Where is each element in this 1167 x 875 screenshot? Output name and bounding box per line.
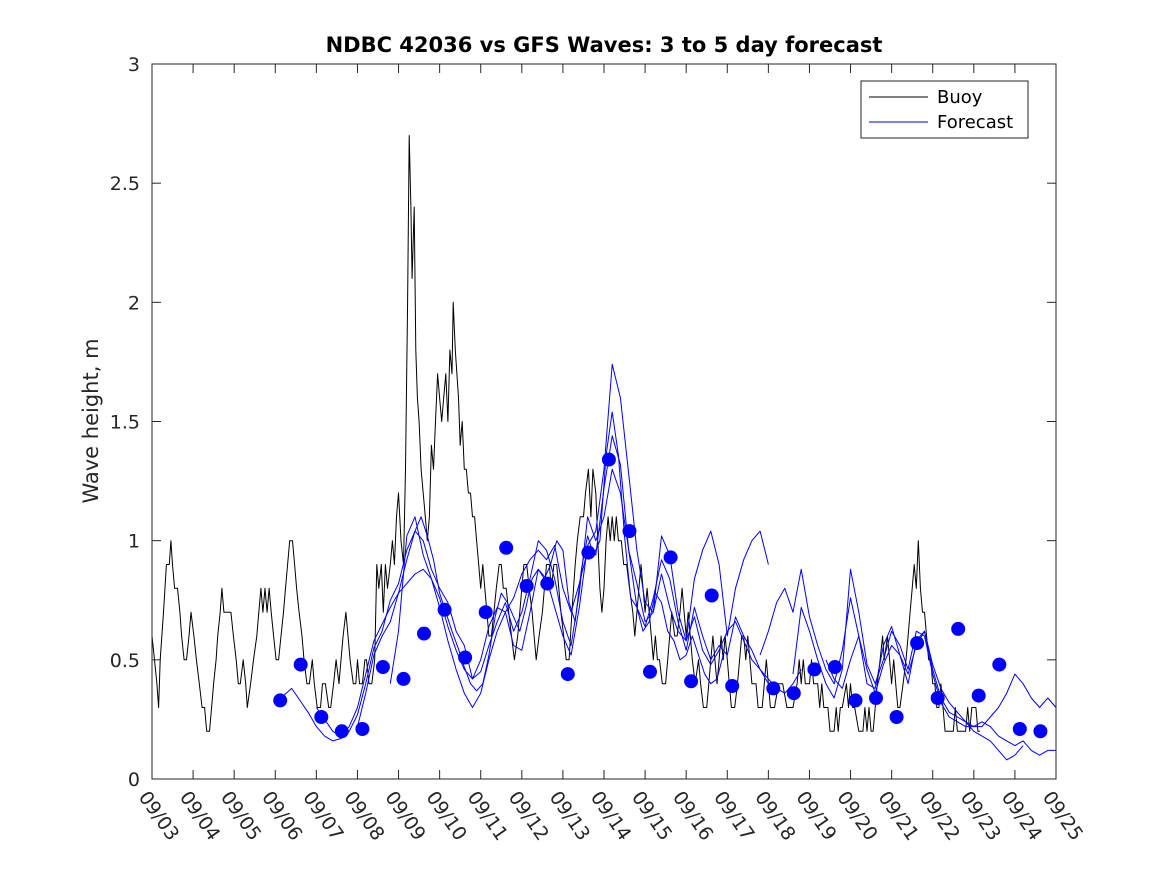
y-tick-label-2: 1 [128, 531, 140, 553]
forecast-marker-26 [827, 660, 842, 674]
forecast-marker-8 [437, 602, 452, 617]
forecast-marker-15 [581, 545, 596, 560]
forecast-marker-36 [1033, 724, 1048, 739]
y-tick-label-1: 0.5 [110, 650, 140, 672]
y-axis-label: Wave height, m [79, 338, 103, 503]
forecast-marker-32 [951, 621, 966, 636]
forecast-marker-14 [560, 667, 575, 682]
forecast-marker-10 [478, 605, 493, 620]
forecast-marker-7 [417, 626, 431, 641]
forecast-marker-19 [663, 550, 678, 565]
forecast-marker-21 [704, 588, 719, 603]
forecast-marker-0 [273, 693, 288, 708]
forecast-marker-17 [622, 524, 637, 539]
plot-area [152, 64, 1056, 779]
legend-label-buoy: Buoy [937, 87, 983, 108]
y-tick-label-6: 3 [128, 54, 140, 76]
forecast-marker-22 [725, 679, 740, 693]
forecast-marker-6 [396, 671, 411, 686]
forecast-series-line-5 [792, 568, 1056, 756]
forecast-marker-16 [601, 452, 616, 467]
marker-layer [273, 452, 1048, 739]
forecast-series-line-6 [825, 630, 1024, 761]
forecast-marker-28 [869, 691, 883, 705]
forecast-series-line-4 [759, 568, 1057, 728]
forecast-marker-27 [848, 693, 863, 708]
y-tick-label-3: 1.5 [110, 412, 140, 434]
chart-title: NDBC 42036 vs GFS Waves: 3 to 5 day fore… [326, 33, 883, 57]
y-tick-label-0: 0 [128, 769, 140, 791]
legend: Buoy Forecast [860, 80, 1029, 139]
forecast-marker-24 [786, 686, 801, 701]
forecast-marker-1 [293, 657, 308, 672]
forecast-marker-3 [334, 724, 349, 739]
forecast-series-line-2 [357, 468, 769, 727]
y-tick-label-5: 2.5 [110, 173, 140, 195]
forecast-marker-5 [375, 660, 390, 674]
y-axis: 0 0.5 1 1.5 2 2.5 3 [110, 54, 1056, 791]
y-tick-label-4: 2 [128, 292, 140, 314]
forecast-marker-13 [540, 576, 555, 591]
forecast-marker-34 [992, 657, 1007, 672]
forecast-marker-35 [1012, 722, 1027, 736]
forecast-marker-25 [807, 662, 822, 677]
legend-label-forecast: Forecast [937, 112, 1013, 133]
forecast-marker-20 [684, 674, 699, 689]
legend-box [860, 80, 1029, 139]
forecast-marker-12 [519, 579, 534, 593]
forecast-marker-29 [889, 710, 904, 724]
forecast-marker-18 [643, 664, 657, 679]
forecast-marker-2 [314, 710, 329, 724]
forecast-marker-23 [766, 681, 781, 696]
forecast-marker-11 [499, 540, 514, 555]
forecast-series-line-3 [389, 363, 769, 708]
forecast-marker-4 [355, 722, 370, 736]
forecast-marker-31 [930, 691, 945, 705]
series-layer [151, 135, 1057, 761]
forecast-marker-33 [971, 688, 986, 703]
forecast-marker-9 [458, 650, 473, 665]
forecast-marker-30 [910, 636, 925, 651]
